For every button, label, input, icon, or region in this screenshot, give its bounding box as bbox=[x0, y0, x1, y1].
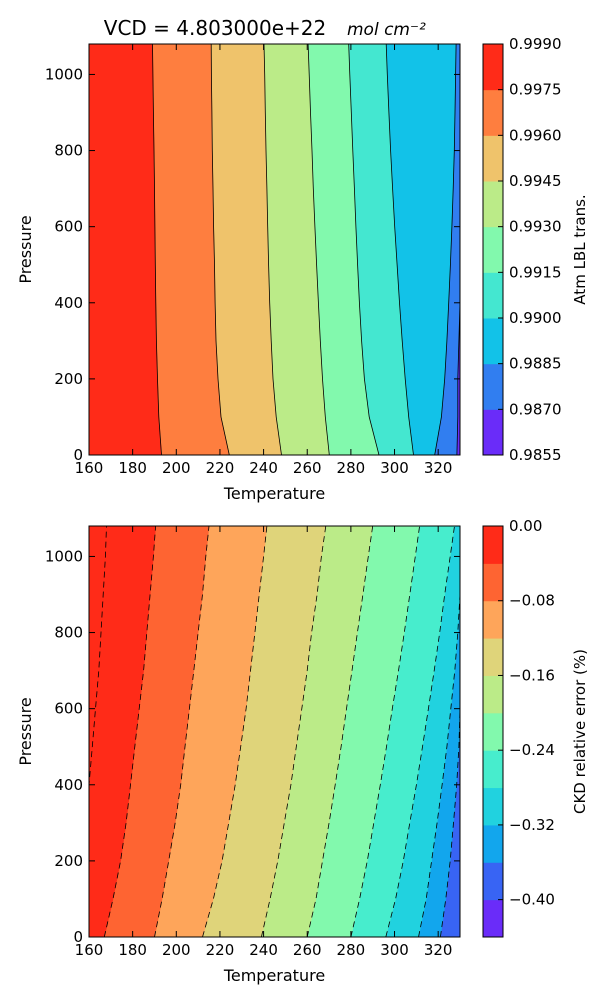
top-xtick-label: 200 bbox=[162, 459, 191, 477]
bottom-ylabel: Pressure bbox=[16, 697, 35, 765]
bottom-xtick-label: 240 bbox=[249, 941, 278, 959]
bottom-ytick-label: 200 bbox=[54, 852, 83, 870]
top-ytick-label: 400 bbox=[54, 294, 83, 312]
bottom-contour-line-9 bbox=[103, 525, 156, 938]
bottom-xtick-label: 320 bbox=[424, 941, 453, 959]
bottom-colorbar-tick-label: −0.32 bbox=[509, 816, 555, 834]
top-colorbar-segment-2 bbox=[483, 318, 503, 365]
top-colorbar-tick-label: 0.9945 bbox=[509, 172, 562, 190]
bottom-xtick-label: 260 bbox=[293, 941, 322, 959]
bottom-colorbar-segment-6 bbox=[483, 675, 503, 714]
top-colorbar-tick-label: 0.9990 bbox=[509, 35, 562, 53]
bottom-colorbar-tick-label: −0.40 bbox=[509, 891, 555, 909]
top-ytick-label: 0 bbox=[73, 446, 83, 464]
top-contour-line-4 bbox=[307, 43, 330, 456]
top-colorbar-segment-5 bbox=[483, 181, 503, 228]
bottom-xlabel: Temperature bbox=[223, 966, 325, 985]
top-xtick-label: 180 bbox=[118, 459, 147, 477]
bottom-xtick-label: 300 bbox=[380, 941, 409, 959]
top-chart-title-unit: mol cm⁻² bbox=[347, 20, 426, 40]
bottom-colorbar-tick-label: −0.08 bbox=[509, 592, 555, 610]
bottom-colorbar-segment-0 bbox=[483, 899, 503, 938]
bottom-colorbar-label: CKD relative error (%) bbox=[571, 649, 589, 814]
bottom-colorbar-segment-3 bbox=[483, 787, 503, 826]
bottom-colorbar-segment-8 bbox=[483, 600, 503, 639]
bottom-colorbar-frame bbox=[482, 525, 504, 938]
bottom-colorbar-segment-7 bbox=[483, 638, 503, 676]
top-colorbar-segment-3 bbox=[483, 272, 503, 319]
bottom-ytick-label: 1000 bbox=[45, 547, 83, 565]
top-ytick-label: 200 bbox=[54, 370, 83, 388]
bottom-ytick-label: 800 bbox=[54, 624, 83, 642]
top-colorbar-segment-7 bbox=[483, 89, 503, 136]
bottom-contour-line-6 bbox=[261, 525, 327, 938]
bottom-ytick-label: 0 bbox=[73, 928, 83, 946]
top-colorbar: 0.9855 0.9870 0.9885 0.9900 0.9915 0.9930 0.99… bbox=[482, 35, 589, 464]
top-xtick-label: 220 bbox=[206, 459, 235, 477]
top-colorbar-tick-label: 0.9915 bbox=[509, 263, 562, 281]
bottom-ytick-label: 400 bbox=[54, 776, 83, 794]
bottom-contour-line-8 bbox=[154, 525, 210, 938]
top-colorbar-segment-1 bbox=[483, 363, 503, 410]
bottom-colorbar-tick-label: 0.00 bbox=[509, 517, 542, 535]
top-contour-band-8 bbox=[88, 43, 162, 456]
top-axes-frame bbox=[88, 43, 461, 456]
top-contour-line-1 bbox=[434, 43, 457, 456]
top-xlabel: Temperature bbox=[223, 484, 325, 503]
top-xtick-label: 160 bbox=[75, 459, 104, 477]
top-xtick-label: 320 bbox=[424, 459, 453, 477]
top-contour-line-6 bbox=[210, 43, 230, 456]
top-colorbar-segment-0 bbox=[483, 409, 503, 456]
bottom-xtick-label: 200 bbox=[162, 941, 191, 959]
bottom-colorbar-segment-4 bbox=[483, 750, 503, 789]
top-contour-panel: 160 180 200 220 240 260 280 300 320 0 200 400 600 800… bbox=[16, 43, 461, 503]
top-ylabel: Pressure bbox=[16, 215, 35, 283]
bottom-colorbar-segment-2 bbox=[483, 824, 503, 863]
top-colorbar-frame bbox=[482, 43, 504, 456]
top-colorbar-tick-label: 0.9870 bbox=[509, 400, 562, 418]
bottom-contour-line-1 bbox=[440, 526, 461, 938]
top-colorbar-label: Atm LBL trans. bbox=[571, 194, 589, 304]
bottom-colorbar-segment-10 bbox=[483, 526, 503, 564]
bottom-axes-frame bbox=[88, 525, 461, 938]
bottom-xtick-label: 180 bbox=[118, 941, 147, 959]
top-chart-title: VCD = 4.803000e+22 bbox=[104, 16, 326, 40]
top-ytick-label: 600 bbox=[54, 218, 83, 236]
top-colorbar-tick-label: 0.9855 bbox=[509, 446, 562, 464]
bottom-contour-line-5 bbox=[306, 525, 374, 938]
top-colorbar-tick-label: 0.9900 bbox=[509, 309, 562, 327]
bottom-colorbar-segment-1 bbox=[483, 862, 503, 901]
top-xtick-label: 280 bbox=[337, 459, 366, 477]
top-colorbar-tick-label: 0.9885 bbox=[509, 355, 562, 373]
bottom-contour-line-7 bbox=[202, 525, 268, 938]
top-contour-line-3 bbox=[348, 43, 380, 456]
top-xtick-label: 240 bbox=[249, 459, 278, 477]
bottom-xtick-label: 280 bbox=[337, 941, 366, 959]
bottom-xtick-label: 220 bbox=[206, 941, 235, 959]
top-colorbar-segment-4 bbox=[483, 226, 503, 273]
bottom-contour-panel: 160 180 200 220 240 260 280 300 320 0 200 400 600 800… bbox=[16, 525, 461, 985]
top-contour-line-5 bbox=[263, 43, 282, 456]
bottom-ytick-label: 600 bbox=[54, 700, 83, 718]
top-colorbar-tick-label: 0.9975 bbox=[509, 81, 562, 99]
bottom-colorbar-tick-label: −0.24 bbox=[509, 741, 555, 759]
bottom-contour-line-4 bbox=[350, 525, 420, 938]
top-contour-line-7 bbox=[152, 43, 162, 456]
bottom-colorbar-tick-label: −0.16 bbox=[509, 666, 555, 684]
bottom-xtick-label: 160 bbox=[75, 941, 104, 959]
bottom-contour-line-3 bbox=[385, 525, 455, 938]
top-contour-line-2 bbox=[385, 43, 414, 456]
top-ytick-label: 1000 bbox=[45, 65, 83, 83]
top-colorbar-tick-label: 0.9930 bbox=[509, 218, 562, 236]
top-colorbar-segment-8 bbox=[483, 44, 503, 91]
bottom-colorbar: −0.40 −0.32 −0.24 −0.16 −0.08 0.00 CKD relativ… bbox=[482, 517, 589, 938]
bottom-colorbar-segment-9 bbox=[483, 563, 503, 602]
top-xtick-label: 260 bbox=[293, 459, 322, 477]
top-colorbar-tick-label: 0.9960 bbox=[509, 126, 562, 144]
top-ytick-label: 800 bbox=[54, 142, 83, 160]
top-xtick-label: 300 bbox=[380, 459, 409, 477]
top-colorbar-segment-6 bbox=[483, 135, 503, 182]
bottom-colorbar-segment-5 bbox=[483, 712, 503, 751]
